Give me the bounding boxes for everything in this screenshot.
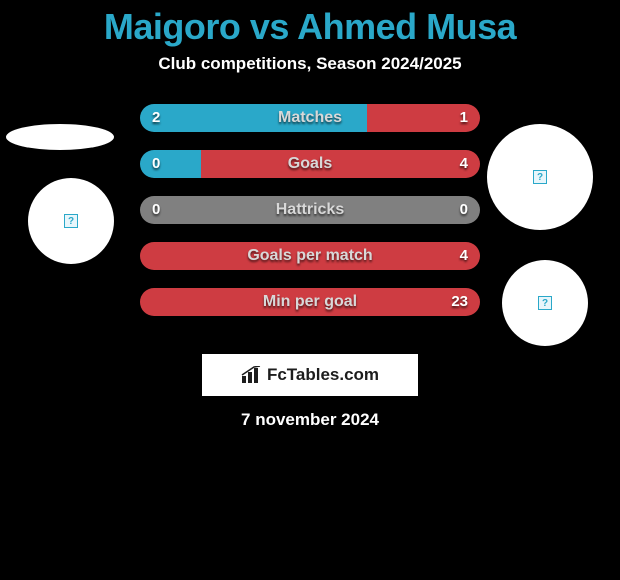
stat-label: Goals xyxy=(140,150,480,178)
date-label: 7 november 2024 xyxy=(0,410,620,430)
fctables-logo-text: FcTables.com xyxy=(241,365,379,385)
stat-row: 21Matches xyxy=(140,104,480,132)
stat-label: Hattricks xyxy=(140,196,480,224)
stat-row: 23Min per goal xyxy=(140,288,480,316)
stat-row: 4Goals per match xyxy=(140,242,480,270)
fctables-logo: FcTables.com xyxy=(202,354,418,396)
player-avatar-left: ? xyxy=(28,178,114,264)
stat-label: Matches xyxy=(140,104,480,132)
player-avatar-right: ? xyxy=(487,124,593,230)
placeholder-image-icon: ? xyxy=(538,296,552,310)
stat-label: Goals per match xyxy=(140,242,480,270)
placeholder-image-icon: ? xyxy=(533,170,547,184)
subtitle: Club competitions, Season 2024/2025 xyxy=(0,54,620,74)
placeholder-image-icon: ? xyxy=(64,214,78,228)
club-badge-right: ? xyxy=(502,260,588,346)
stat-row: 00Hattricks xyxy=(140,196,480,224)
stat-bars: 21Matches 04Goals 00Hattricks 4Goals per ma… xyxy=(140,104,480,334)
club-badge-left-ellipse xyxy=(6,124,114,150)
logo-label: FcTables.com xyxy=(267,365,379,385)
bars-icon xyxy=(241,366,263,384)
stat-label: Min per goal xyxy=(140,288,480,316)
page-title: Maigoro vs Ahmed Musa xyxy=(0,0,620,48)
stat-row: 04Goals xyxy=(140,150,480,178)
